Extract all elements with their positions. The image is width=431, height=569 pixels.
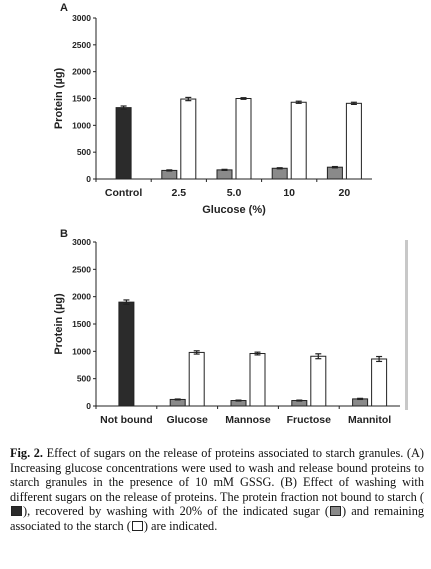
caption-text-4: ) are indicated. — [143, 518, 218, 533]
chart-panel-b: B Protein (µg) 0 500 1000 1500 2000 2500 3000 Not… — [0, 222, 431, 444]
x-tick-label: 20 — [339, 187, 351, 199]
x-tick-label: 10 — [283, 187, 295, 199]
bar — [249, 353, 266, 407]
y-tick-label: 0 — [86, 174, 91, 184]
chart-panel-a: A Protein (µg) 0 500 1000 1500 2000 2500 3000 Con… — [0, 0, 431, 228]
y-tick-label: 2000 — [72, 67, 91, 77]
bar — [271, 167, 288, 180]
x-axis-title: Glucose (%) — [202, 204, 266, 216]
y-tick-label: 1500 — [72, 319, 91, 329]
bar — [118, 301, 135, 407]
x-tick-label: Glucose — [166, 414, 208, 426]
y-tick-label: 2500 — [72, 40, 91, 50]
bar — [345, 102, 362, 180]
x-tick-label: Not bound — [100, 414, 152, 426]
y-tick-label: 3000 — [72, 13, 91, 23]
dark-swatch-icon — [11, 506, 22, 517]
caption-text-3: ) and remaining associated to the starch… — [10, 504, 424, 533]
bar — [115, 107, 132, 180]
caption-text-2: ), recovered by washing with 20% of the … — [23, 504, 329, 519]
panel-label: A — [60, 2, 68, 14]
x-tick-label: 5.0 — [227, 187, 242, 199]
y-tick-label: 500 — [77, 374, 91, 384]
figure-caption: Fig. 2. Effect of sugars on the release … — [10, 446, 424, 534]
caption-text-1: Effect of sugars on the release of prote… — [10, 446, 425, 504]
panel-divider — [405, 240, 408, 410]
x-tick-label: Mannose — [225, 414, 271, 426]
y-tick-label: 1500 — [72, 94, 91, 104]
bar — [180, 98, 197, 180]
chart-a-svg: A Protein (µg) 0 500 1000 1500 2000 2500 3000 Con… — [53, 2, 372, 216]
gray-swatch-icon — [329, 506, 341, 517]
bar — [188, 351, 205, 407]
y-tick-label: 3000 — [72, 237, 91, 247]
y-tick-label: 2500 — [72, 264, 91, 274]
bar — [310, 355, 327, 407]
panel-label: B — [60, 228, 68, 240]
y-tick-label: 0 — [86, 401, 91, 411]
x-tick-label: Fructose — [287, 414, 332, 426]
bar — [161, 169, 178, 180]
y-tick-label: 1000 — [72, 120, 91, 130]
bar — [216, 169, 233, 180]
bar — [235, 98, 252, 180]
y-tick-label: 2000 — [72, 292, 91, 302]
bar — [371, 358, 388, 407]
x-tick-label: Control — [105, 187, 142, 199]
y-tick-label: 500 — [77, 147, 91, 157]
y-axis-title: Protein (µg) — [53, 68, 65, 130]
bar — [326, 166, 343, 180]
x-tick-label: Mannitol — [348, 414, 391, 426]
caption-figure-label: Fig. 2. — [10, 446, 43, 460]
x-tick-label: 2.5 — [171, 187, 186, 199]
bar — [290, 101, 307, 180]
y-tick-label: 1000 — [72, 346, 91, 356]
white-swatch-icon — [131, 520, 143, 531]
y-axis-title: Protein (µg) — [53, 293, 65, 355]
chart-b-svg: B Protein (µg) 0 500 1000 1500 2000 2500 3000 Not… — [53, 228, 400, 426]
